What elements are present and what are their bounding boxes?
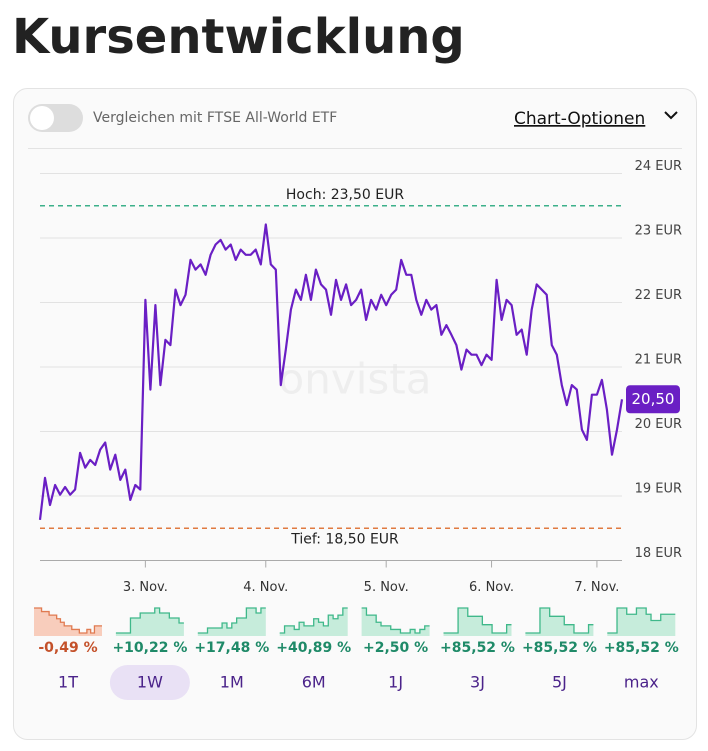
y-tick-label: 23 EUR	[635, 224, 682, 239]
last-price-badge	[626, 385, 680, 414]
sparkline-area[interactable]	[115, 608, 184, 636]
x-tick-label: 5. Nov.	[364, 580, 409, 595]
sparkline-area[interactable]	[197, 608, 266, 636]
chart-options[interactable]: Chart-Optionen	[514, 109, 645, 129]
low-label: Tief: 18,50 EUR	[290, 531, 399, 547]
high-label: Hoch: 23,50 EUR	[286, 187, 404, 203]
y-tick-label: 22 EUR	[635, 288, 682, 303]
page-title: Kursentwicklung	[12, 9, 465, 65]
period-change: +85,52 %	[522, 640, 597, 656]
x-tick-label: 4. Nov.	[243, 580, 288, 595]
sparkline-area[interactable]	[443, 608, 512, 636]
sparkline[interactable]	[525, 607, 594, 634]
period-change: +17,48 %	[194, 640, 269, 656]
sparkline[interactable]	[443, 607, 512, 634]
y-tick-label: 21 EUR	[635, 353, 682, 368]
period-button[interactable]: 3J	[470, 673, 485, 692]
compare-toggle[interactable]	[28, 104, 83, 132]
period-selected-pill[interactable]	[109, 665, 190, 700]
chart-card	[13, 88, 697, 740]
sparkline-area[interactable]	[34, 608, 102, 636]
y-tick-label: 20 EUR	[635, 417, 682, 432]
period-change: +40,89 %	[276, 640, 351, 656]
compare-label[interactable]: Vergleichen mit FTSE All-World ETF	[93, 110, 337, 126]
chevron-icon[interactable]	[664, 111, 678, 120]
toggle-knob[interactable]	[30, 106, 54, 130]
sparkline[interactable]	[279, 607, 348, 634]
x-tick-label: 7. Nov.	[574, 580, 619, 595]
sparkline[interactable]	[361, 607, 430, 634]
x-tick-label: 6. Nov.	[469, 580, 514, 595]
period-button[interactable]: 5J	[552, 673, 567, 692]
x-tick-label: 3. Nov.	[123, 580, 168, 595]
period-button[interactable]: 1M	[220, 673, 244, 692]
sparkline[interactable]	[115, 607, 184, 634]
sparkline[interactable]	[607, 607, 676, 634]
sparkline[interactable]	[197, 607, 266, 634]
last-price-label: 20,50	[632, 390, 675, 408]
sparkline-area[interactable]	[525, 608, 594, 636]
sparkline-area[interactable]	[361, 608, 430, 636]
period-button[interactable]: max	[624, 673, 659, 692]
period-change: +10,22 %	[112, 640, 187, 656]
period-change: -0,49 %	[38, 640, 97, 656]
period-change: +2,50 %	[363, 640, 428, 656]
y-tick-label: 19 EUR	[635, 482, 682, 497]
period-button[interactable]: 1W	[137, 673, 163, 692]
price-line	[38, 223, 624, 521]
period-button[interactable]: 6M	[302, 673, 326, 692]
y-tick-label: 24 EUR	[635, 159, 682, 174]
period-change: +85,52 %	[604, 640, 679, 656]
period-button[interactable]: 1T	[58, 673, 78, 692]
sparkline[interactable]	[34, 607, 102, 634]
period-change: +85,52 %	[440, 640, 515, 656]
watermark: onvista	[279, 355, 432, 404]
y-tick-label: 18 EUR	[635, 546, 682, 561]
period-button[interactable]: 1J	[388, 673, 403, 692]
sparkline-area[interactable]	[607, 608, 676, 636]
